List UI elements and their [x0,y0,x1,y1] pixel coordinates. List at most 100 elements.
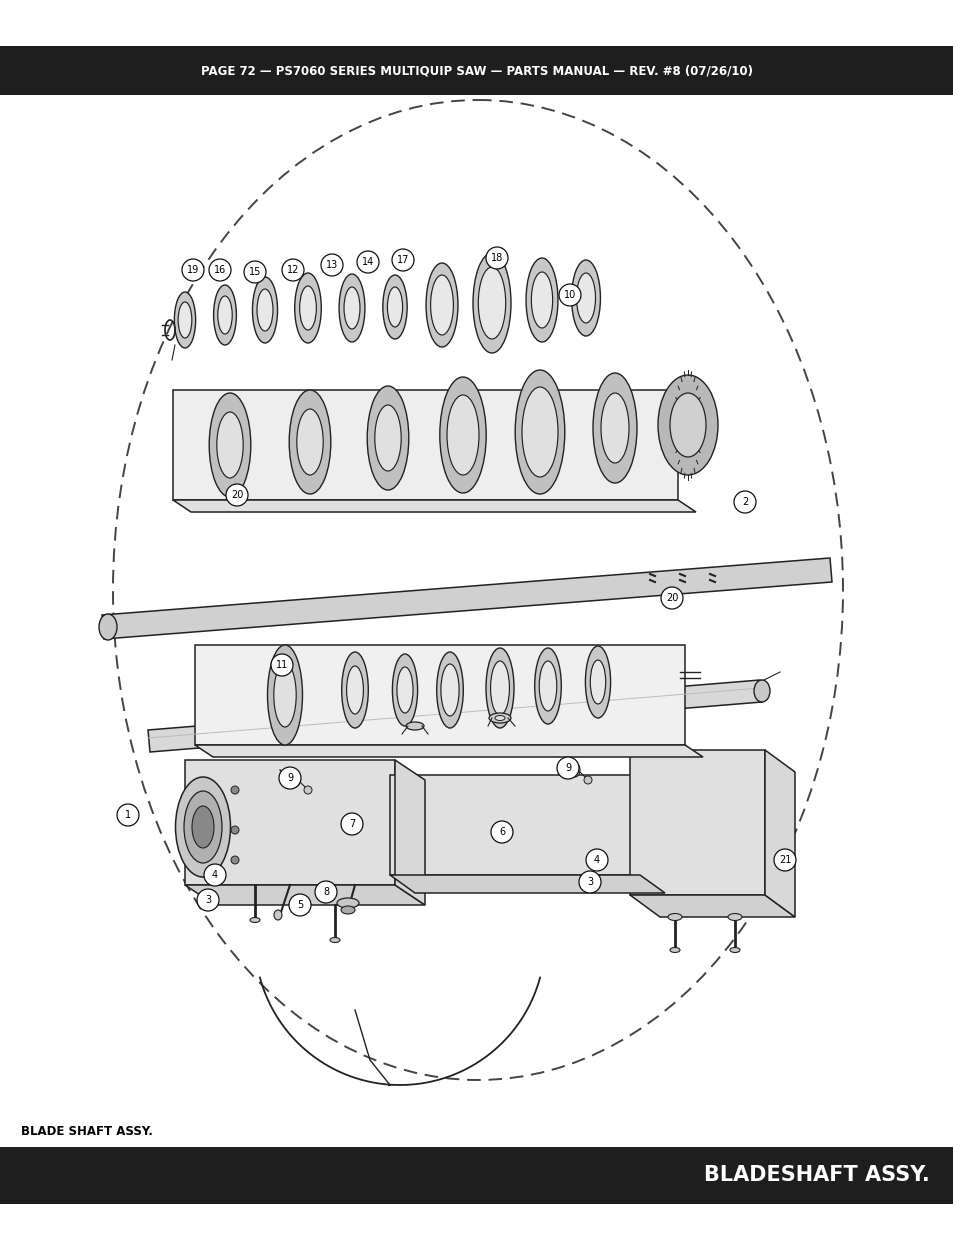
Ellipse shape [485,648,514,727]
Text: 20: 20 [665,593,678,603]
Text: 9: 9 [287,773,293,783]
FancyBboxPatch shape [172,390,678,500]
Ellipse shape [178,303,192,338]
FancyBboxPatch shape [0,47,953,95]
Circle shape [231,785,239,794]
Ellipse shape [669,393,705,457]
Ellipse shape [250,918,260,923]
Circle shape [733,492,755,513]
Ellipse shape [382,275,407,338]
Ellipse shape [534,648,560,724]
Ellipse shape [184,790,222,863]
Text: 8: 8 [323,887,329,897]
Text: 7: 7 [349,819,355,829]
Text: 19: 19 [187,266,199,275]
Circle shape [209,259,231,282]
Text: 5: 5 [296,900,303,910]
Circle shape [282,259,304,282]
Text: 1: 1 [125,810,131,820]
Ellipse shape [256,289,273,331]
Ellipse shape [669,947,679,952]
Circle shape [182,259,204,282]
Ellipse shape [430,275,453,335]
Ellipse shape [495,715,504,720]
Ellipse shape [727,914,741,920]
Polygon shape [764,750,794,918]
Circle shape [196,889,219,911]
Circle shape [226,484,248,506]
Ellipse shape [296,409,323,475]
Ellipse shape [593,373,637,483]
Ellipse shape [439,377,486,493]
Circle shape [485,247,507,269]
Circle shape [340,813,363,835]
Text: 4: 4 [212,869,218,881]
Polygon shape [172,500,696,513]
Ellipse shape [217,296,232,333]
Circle shape [304,785,312,794]
Ellipse shape [216,412,243,478]
Ellipse shape [473,253,511,353]
Ellipse shape [447,395,478,475]
Ellipse shape [336,898,358,908]
Ellipse shape [538,661,557,711]
Text: 10: 10 [563,290,576,300]
Ellipse shape [521,387,558,477]
Ellipse shape [290,773,299,787]
Ellipse shape [99,614,117,640]
Ellipse shape [489,713,511,722]
Circle shape [117,804,139,826]
FancyBboxPatch shape [194,645,684,745]
Ellipse shape [340,906,355,914]
Ellipse shape [600,393,628,463]
Ellipse shape [585,646,610,718]
Ellipse shape [396,667,413,713]
Text: 20: 20 [231,490,243,500]
Text: 3: 3 [586,877,593,887]
Ellipse shape [341,652,368,727]
Polygon shape [395,760,424,905]
Polygon shape [629,895,794,918]
Circle shape [491,821,513,844]
Ellipse shape [426,263,457,347]
Text: 2: 2 [741,496,747,508]
Ellipse shape [274,910,282,920]
Ellipse shape [729,947,740,952]
Ellipse shape [289,390,331,494]
Text: 12: 12 [287,266,299,275]
Circle shape [578,871,600,893]
Ellipse shape [490,661,509,715]
Text: BLADESHAFT ASSY.: BLADESHAFT ASSY. [703,1166,929,1186]
FancyBboxPatch shape [629,750,764,895]
Text: 21: 21 [778,855,790,864]
Ellipse shape [253,277,277,343]
Ellipse shape [667,914,681,920]
Text: 15: 15 [249,267,261,277]
FancyBboxPatch shape [185,760,395,885]
Polygon shape [185,885,424,905]
Text: 17: 17 [396,254,409,266]
Polygon shape [148,680,761,752]
Ellipse shape [531,272,552,329]
Circle shape [356,251,378,273]
Text: 6: 6 [498,827,504,837]
Circle shape [660,587,682,609]
Ellipse shape [477,267,505,338]
Circle shape [320,254,343,275]
Ellipse shape [346,666,363,714]
FancyBboxPatch shape [390,776,639,876]
Ellipse shape [299,287,316,330]
Circle shape [271,655,293,676]
Ellipse shape [375,405,401,471]
Polygon shape [102,558,831,638]
Text: 18: 18 [491,253,502,263]
Circle shape [557,757,578,779]
Ellipse shape [213,285,236,345]
Ellipse shape [392,655,417,726]
Polygon shape [390,876,664,893]
Ellipse shape [436,652,463,727]
Text: 11: 11 [275,659,288,671]
Circle shape [231,856,239,864]
Ellipse shape [658,375,718,475]
Circle shape [773,848,795,871]
